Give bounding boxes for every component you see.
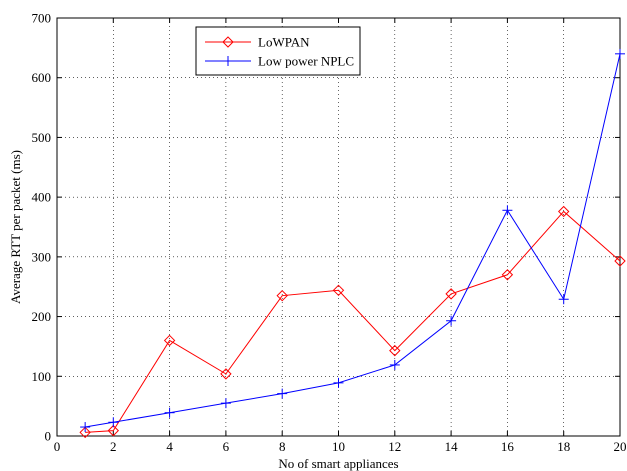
legend-label: Low power NPLC — [258, 54, 354, 69]
y-tick-label: 300 — [32, 249, 52, 264]
y-tick-label: 600 — [32, 70, 52, 85]
y-tick-label: 700 — [32, 11, 52, 26]
data-point — [501, 269, 514, 281]
series-1 — [80, 48, 625, 433]
x-tick-label: 14 — [445, 439, 459, 454]
data-point — [108, 417, 119, 428]
data-point — [276, 289, 288, 302]
x-tick-label: 12 — [388, 439, 401, 454]
data-point — [80, 422, 91, 433]
legend-item: LoWPAN — [205, 35, 310, 50]
x-tick-label: 16 — [501, 439, 515, 454]
data-point — [502, 205, 513, 216]
data-point — [389, 359, 400, 370]
x-tick-label: 0 — [54, 439, 61, 454]
data-point — [164, 407, 175, 418]
data-point — [446, 315, 457, 326]
x-tick-label: 10 — [332, 439, 345, 454]
data-point — [614, 255, 626, 267]
x-tick-label: 2 — [110, 439, 117, 454]
x-tick-label: 18 — [557, 439, 570, 454]
data-point — [557, 205, 570, 218]
y-axis-title: Average RTT per packet (ms) — [8, 150, 23, 304]
data-point — [220, 398, 231, 409]
x-tick-label: 6 — [223, 439, 230, 454]
legend-marker — [223, 56, 233, 66]
series-0 — [79, 205, 626, 439]
data-point — [220, 368, 232, 380]
legend-label: LoWPAN — [258, 35, 310, 50]
data-point — [389, 344, 401, 357]
x-tick-label: 20 — [614, 439, 627, 454]
y-tick-label: 0 — [45, 429, 52, 444]
data-point — [79, 426, 91, 439]
legend-marker — [222, 36, 234, 48]
data-point — [333, 377, 344, 388]
x-tick-label: 8 — [279, 439, 286, 454]
legend-box — [195, 26, 361, 76]
data-point — [558, 294, 569, 305]
y-tick-label: 400 — [32, 190, 52, 205]
x-tick-label: 4 — [166, 439, 173, 454]
y-tick-label: 200 — [32, 309, 52, 324]
data-point — [277, 388, 288, 399]
data-point — [615, 48, 625, 59]
series-layer — [79, 48, 626, 439]
y-tick-label: 500 — [32, 130, 52, 145]
legend: LoWPAN Low power NPLC — [195, 26, 361, 76]
data-point — [163, 334, 176, 347]
y-tick-label: 100 — [32, 369, 52, 384]
legend-item: Low power NPLC — [205, 54, 354, 69]
x-axis-title: No of smart appliances — [278, 456, 398, 471]
series-line — [85, 210, 621, 433]
data-point — [332, 284, 345, 297]
data-point — [445, 288, 457, 300]
data-point — [107, 424, 120, 437]
